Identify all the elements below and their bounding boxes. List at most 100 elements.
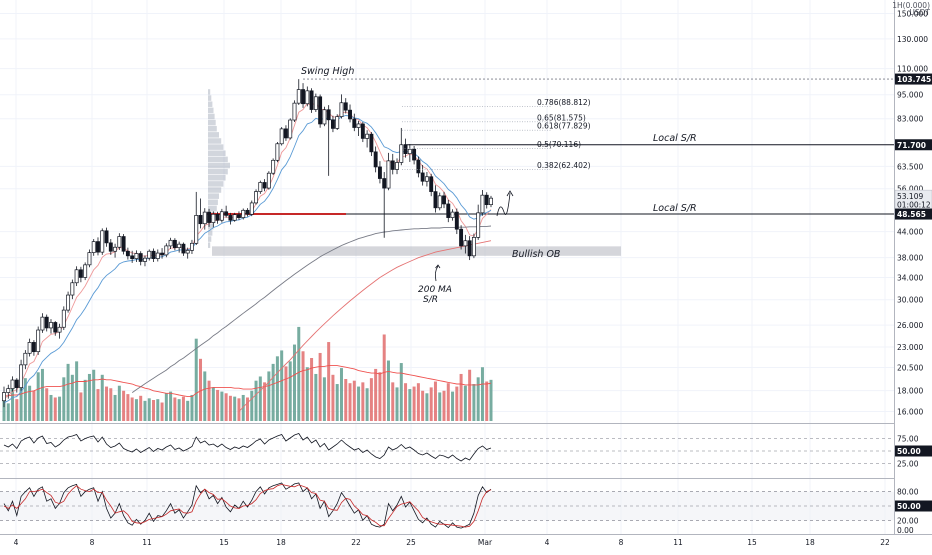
candle-body[interactable] [134,253,139,259]
candle-body[interactable] [292,102,297,121]
candle-body[interactable] [463,240,468,247]
candle-body[interactable] [446,203,451,218]
candle-body[interactable] [70,282,75,296]
candle-body[interactable] [249,202,254,215]
candle-body[interactable] [450,211,455,218]
candle-body[interactable] [335,116,340,129]
candle-body[interactable] [78,269,83,278]
candle-body[interactable] [237,214,241,218]
candle-body[interactable] [326,109,331,121]
candle-body[interactable] [224,211,229,216]
candle-body[interactable] [369,133,374,153]
candle-body[interactable] [399,144,404,163]
candle-body[interactable] [407,148,412,155]
candle-body[interactable] [309,90,314,110]
candle-body[interactable] [254,191,258,204]
candle-body[interactable] [181,243,186,254]
candle-body[interactable] [61,309,66,328]
candle-body[interactable] [437,195,442,209]
candle-body[interactable] [177,243,182,249]
candle-body[interactable] [207,211,212,223]
candle-body[interactable] [202,211,207,225]
candle-body[interactable] [471,237,476,257]
candle-body[interactable] [211,213,216,223]
candle-body[interactable] [241,209,246,218]
candle-body[interactable] [433,191,438,209]
candle-body[interactable] [185,249,190,254]
candle-body[interactable] [365,133,370,139]
candle-body[interactable] [215,213,220,221]
candle-body[interactable] [53,322,58,333]
candle-body[interactable] [91,241,96,253]
candle-body[interactable] [87,252,92,266]
candle-body[interactable] [395,162,399,170]
candle-body[interactable] [44,316,49,329]
candle-body[interactable] [343,102,348,111]
candle-body[interactable] [138,253,143,262]
candle-body[interactable] [318,96,323,125]
candle-body[interactable] [100,230,105,253]
candle-body[interactable] [10,379,15,389]
candle-body[interactable] [454,211,459,230]
candle-body[interactable] [40,316,45,331]
candle-body[interactable] [352,118,357,128]
candle-body[interactable] [121,236,126,252]
candle-body[interactable] [6,388,11,393]
candle-body[interactable] [489,197,493,206]
candle-body[interactable] [301,89,305,105]
candle-body[interactable] [424,176,429,182]
candle-body[interactable] [155,252,160,259]
candle-body[interactable] [283,128,288,139]
candle-body[interactable] [2,392,6,402]
candle-body[interactable] [108,242,113,252]
candle-body[interactable] [266,172,271,189]
candle-body[interactable] [373,151,378,168]
candle-body[interactable] [313,96,318,110]
candle-body[interactable] [360,123,365,139]
candle-body[interactable] [412,148,417,161]
candle-body[interactable] [194,215,199,244]
candle-body[interactable] [96,241,100,253]
candle-body[interactable] [27,342,32,354]
candle-body[interactable] [151,250,156,259]
candle-body[interactable] [219,211,224,221]
candle-body[interactable] [36,329,41,353]
candle-body[interactable] [23,352,28,366]
candle-body[interactable] [49,322,53,329]
candle-body[interactable] [232,214,237,221]
candle-body[interactable] [305,90,310,105]
candles[interactable] [2,79,493,408]
candle-body[interactable] [168,239,173,247]
candle-body[interactable] [172,239,177,249]
candle-body[interactable] [459,228,464,247]
candle-body[interactable] [198,215,203,225]
candle-body[interactable] [382,178,387,189]
candle-body[interactable] [228,215,233,221]
candle-body[interactable] [356,123,361,128]
candle-body[interactable] [143,257,147,262]
candle-body[interactable] [31,342,36,353]
candle-body[interactable] [164,245,169,256]
candle-body[interactable] [117,236,122,248]
candle-body[interactable] [245,209,250,215]
candle-body[interactable] [442,195,446,205]
candle-body[interactable] [57,326,62,333]
candle-body[interactable] [416,159,421,174]
candle-body[interactable] [74,269,79,284]
candle-body[interactable] [113,246,118,252]
candle-body[interactable] [190,242,194,251]
candle-body[interactable] [125,250,130,257]
candle-body[interactable] [275,143,280,161]
candle-body[interactable] [296,89,301,104]
candle-body[interactable] [429,176,434,192]
candle-body[interactable] [104,230,109,244]
candle-body[interactable] [83,264,88,278]
candle-body[interactable] [66,294,71,311]
candle-body[interactable] [480,194,485,214]
candle-body[interactable] [330,119,335,129]
candle-body[interactable] [130,255,135,259]
candle-body[interactable] [476,212,481,238]
